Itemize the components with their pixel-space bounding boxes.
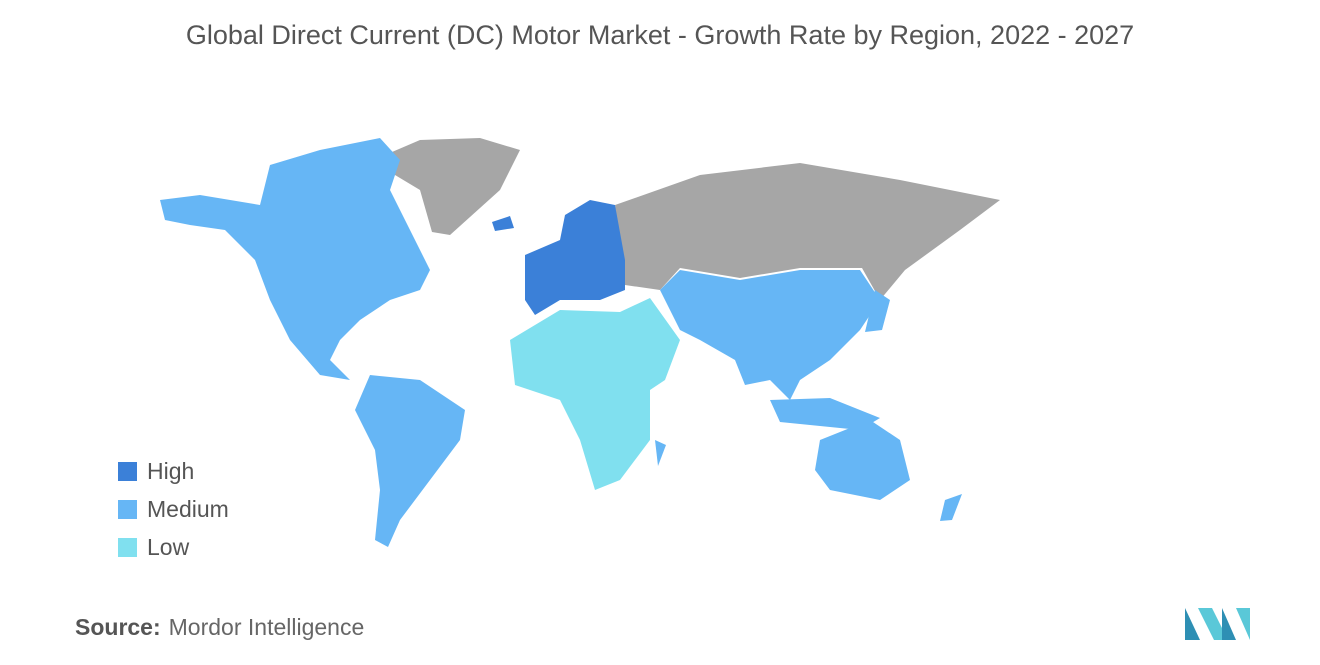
legend-swatch — [118, 537, 137, 557]
legend-label: Low — [147, 533, 190, 560]
asia — [660, 270, 880, 400]
title: Global Direct Current (DC) Motor Market … — [185, 20, 1135, 50]
legend-item: High — [118, 452, 229, 490]
source-text: Mordor Intelligence — [168, 614, 365, 640]
iceland — [492, 216, 514, 231]
south-america — [355, 375, 465, 547]
legend-label: Medium — [147, 495, 229, 522]
europe — [525, 200, 625, 315]
source-label: Source: — [75, 614, 161, 640]
africa-middle-east — [510, 298, 680, 490]
legend: High Medium Low — [118, 452, 229, 566]
russia — [615, 163, 1000, 300]
legend-label: High — [147, 457, 195, 484]
legend-item: Low — [118, 528, 229, 566]
legend-swatch — [118, 461, 137, 481]
indonesia — [770, 398, 880, 430]
legend-item: Medium — [118, 490, 229, 528]
australia — [815, 420, 910, 500]
legend-swatch — [118, 499, 137, 519]
madagascar — [655, 440, 666, 466]
new-zealand — [940, 494, 962, 521]
logo — [1185, 608, 1250, 640]
north-america — [160, 138, 430, 380]
source: Source: Mordor Intelligence — [75, 614, 364, 641]
greenland — [385, 138, 520, 235]
japan — [865, 290, 890, 332]
